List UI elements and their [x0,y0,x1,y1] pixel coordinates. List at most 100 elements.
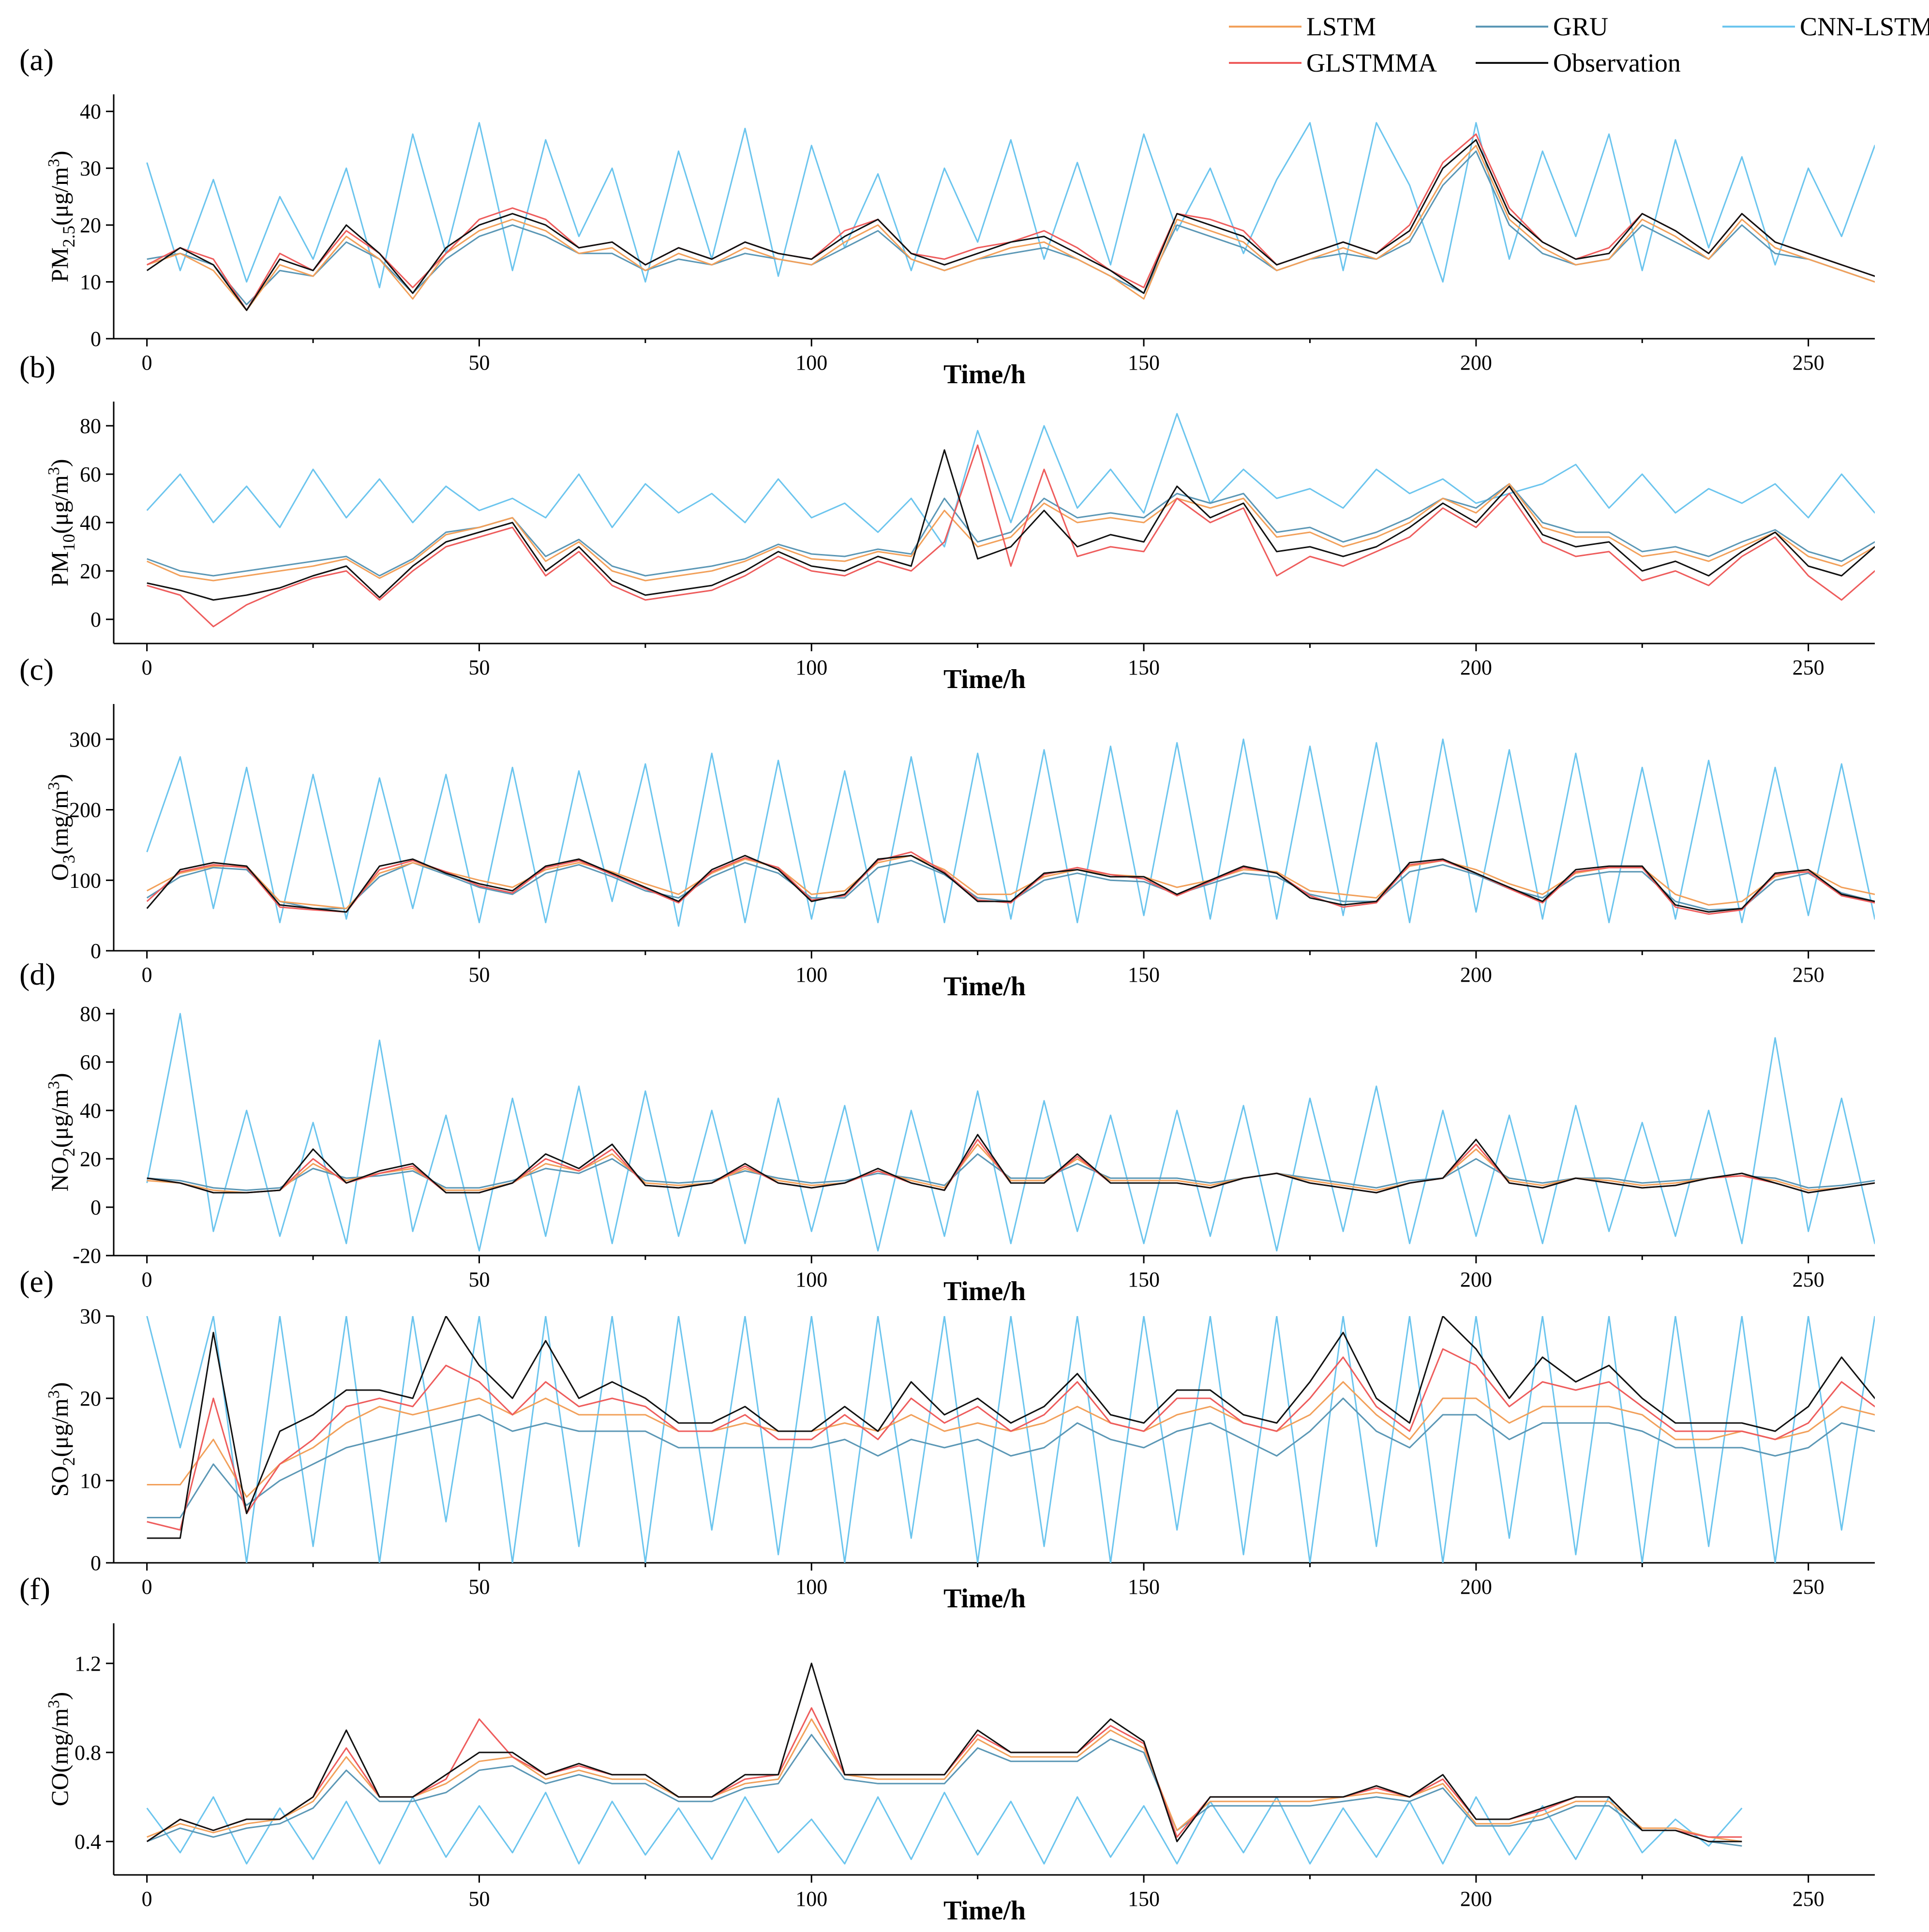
x-tick-label: 200 [1460,963,1492,987]
legend-item-gru: GRU [1476,12,1608,41]
series-group [146,122,1875,311]
y-label-subscript: 2 [59,1148,78,1156]
y-tick-label: 0 [90,327,101,351]
legend-item-observation: Observation [1476,48,1681,77]
y-label-subscript: 2 [59,1457,78,1466]
y-tick-label: 20 [80,559,101,583]
x-axis-label: Time/h [943,1896,1026,1926]
y-tick-label: -20 [73,1244,101,1268]
series-line-cnn-lstm [146,738,1875,927]
y-tick-label: 30 [80,1304,101,1328]
y-axis-label: CO(mg/m3) [45,1692,73,1806]
y-label-unit: (μg/m [46,167,73,225]
x-tick-label: 250 [1793,1575,1824,1599]
panel-label: (f) [19,1572,50,1606]
x-axis-label: Time/h [943,359,1026,389]
chart-panel-e: 0 50 100 150 200 2500102030(e)Time/hSO2(μg/m3… [19,1264,1875,1614]
y-label-pollutant: SO [46,1466,73,1497]
y-label-superscript: 3 [45,1700,63,1708]
legend-label: Observation [1553,48,1681,77]
x-tick-label: 150 [1128,1575,1160,1599]
y-label-pollutant: PM [46,551,73,586]
y-label-subscript: 3 [59,854,78,863]
panel-label: (e) [19,1264,54,1299]
x-tick-label: 100 [795,1268,827,1291]
y-tick-label: 80 [80,414,101,438]
y-label-pollutant: CO [46,1773,73,1806]
y-tick-label: 10 [80,270,101,294]
y-label-unit-end: ) [46,1073,73,1081]
series-line-observation [146,854,1875,913]
series-group [146,413,1875,628]
series-line-cnn-lstm [146,1316,1875,1563]
x-tick-label: 150 [1128,351,1160,374]
y-tick-label: 10 [80,1469,101,1493]
x-tick-label: 250 [1793,351,1824,374]
x-tick-label: 150 [1128,1887,1160,1911]
y-tick-label: 200 [69,798,101,822]
y-tick-label: 0.8 [75,1741,101,1765]
legend-label: GLSTMMA [1306,48,1437,77]
y-tick-label: 40 [80,1099,101,1123]
series-line-glstmma [147,133,1875,311]
x-axis-label: Time/h [943,972,1026,1002]
y-label-superscript: 3 [45,1390,63,1398]
y-tick-label: 20 [80,1387,101,1410]
x-tick-label: 200 [1460,351,1492,374]
y-tick-label: 0 [90,939,101,963]
series-line-gru [147,150,1875,305]
y-tick-label: 80 [80,1002,101,1026]
x-tick-label: 100 [795,656,827,679]
x-axis-label: Time/h [943,1584,1026,1614]
series-line-glstmma [147,444,1875,628]
y-label-pollutant: NO [46,1156,73,1191]
x-tick-label: 250 [1793,1268,1824,1291]
y-tick-label: 60 [80,463,101,486]
series-group [146,1316,1875,1563]
y-tick-label: 0.4 [75,1830,101,1854]
x-tick-label: 200 [1460,1887,1492,1911]
x-tick-label: 50 [468,656,490,679]
x-tick-label: 50 [468,1575,490,1599]
y-label-superscript: 3 [45,159,63,167]
y-label-unit-end: ) [46,774,73,782]
chart-panel-b: 0 50 100 150 200 250020406080(b)Time/hPM10(μg… [19,350,1875,694]
series-line-cnn-lstm [146,413,1875,548]
x-tick-label: 50 [468,1887,490,1911]
x-tick-label: 250 [1793,656,1824,679]
x-tick-label: 100 [795,1575,827,1599]
y-tick-label: 20 [80,213,101,237]
y-label-subscript: 2.5 [59,225,78,247]
y-tick-label: 100 [69,869,101,892]
panels: 0 50 100 150 200 250010203040(a)Time/hPM2.5(μ… [19,43,1875,1926]
series-line-lstm [147,483,1875,582]
chart-panel-c: 0 50 100 150 200 2500100200300(c)Time/hO3(mg/… [19,652,1875,1002]
legend-label: LSTM [1306,12,1376,41]
x-tick-label: 50 [468,1268,490,1291]
y-axis-label: SO2(μg/m3) [45,1382,78,1497]
x-tick-label: 100 [795,351,827,374]
legend-item-cnn-lstm: CNN-LSTM [1722,12,1929,41]
series-group [146,1662,1743,1865]
y-tick-label: 1.2 [75,1652,101,1676]
x-tick-label: 100 [795,963,827,987]
x-tick-label: 250 [1793,1887,1824,1911]
y-axis-label: PM2.5(μg/m3) [45,150,78,282]
x-tick-label: 200 [1460,1268,1492,1291]
legend-label: CNN-LSTM [1800,12,1929,41]
x-tick-label: 150 [1128,1268,1160,1291]
x-tick-label: 50 [468,963,490,987]
panel-label: (a) [19,43,54,77]
y-axis-label: O3(mg/m3) [45,774,78,881]
chart-panel-a: 0 50 100 150 200 250 0 10 20 30 40 (a) Time/h PM2.5(μ… [19,43,1875,389]
x-tick-label: 150 [1128,963,1160,987]
panel-label: (c) [19,652,54,687]
legend-item-lstm: LSTM [1229,12,1376,41]
chart-panel-d: 0 50 100 150 200 250-20020406080(d)Time/hNO2(… [19,957,1875,1306]
y-tick-label: 0 [90,608,101,631]
y-tick-label: 0 [90,1551,101,1575]
x-axis-label: Time/h [943,664,1026,694]
series-line-observation [147,1316,1875,1539]
y-label-superscript: 3 [45,467,63,475]
legend-label: GRU [1553,12,1608,41]
